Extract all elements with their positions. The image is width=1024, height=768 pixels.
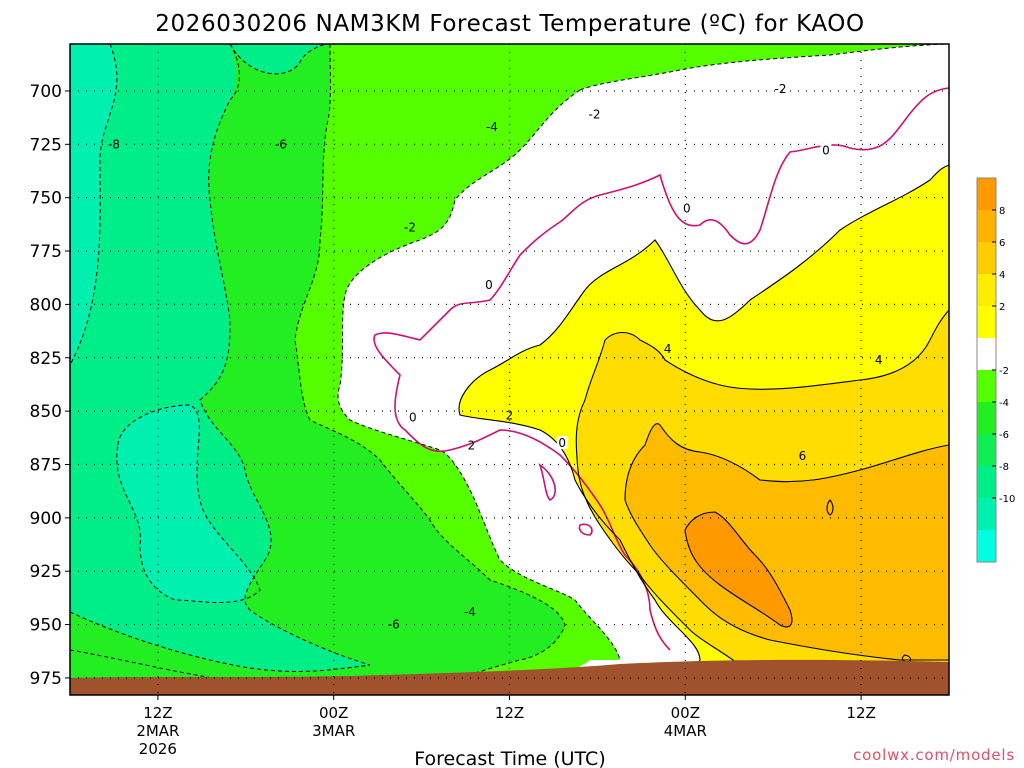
contour-label: 2	[468, 438, 476, 452]
fill-plus-8	[685, 512, 792, 627]
colorbar-swatch	[977, 242, 996, 274]
contour-label: 0	[822, 144, 830, 158]
x-tick-label: 2MAR	[136, 722, 179, 740]
colorbar-tick-label: 6	[999, 238, 1005, 249]
colorbar-swatch	[977, 370, 996, 402]
y-tick-label: 825	[30, 349, 62, 369]
colorbar-tick-label: -2	[999, 366, 1009, 377]
contour-label-bg	[556, 436, 568, 450]
x-tick-label: 12Z	[846, 704, 875, 722]
positive-contours	[458, 164, 949, 695]
x-axis-label: Forecast Time (UTC)	[414, 748, 605, 768]
negative-contours	[70, 44, 949, 695]
y-tick-label: 725	[30, 135, 62, 155]
contour-label: 0	[485, 278, 493, 292]
colorbar-swatch	[977, 210, 996, 242]
colorbar-tick-label: 8	[999, 206, 1005, 217]
colorbar-swatch	[977, 274, 996, 306]
y-tick-label: 775	[30, 242, 62, 262]
y-tick-label: 850	[30, 402, 62, 422]
contour-label: -2	[775, 82, 787, 96]
fill-plus-6	[625, 423, 949, 660]
contour-label: -6	[275, 137, 287, 151]
y-tick-label: 800	[30, 295, 62, 315]
colorbar-tick-label: -4	[999, 398, 1009, 409]
contour-label: 4	[875, 353, 883, 367]
colorbar-swatch	[977, 306, 996, 338]
contour-label: -2	[404, 221, 416, 235]
x-tick-label: 12Z	[495, 704, 524, 722]
contour-label-bg	[681, 201, 693, 215]
contour-label: -6	[388, 618, 400, 632]
temperature-field	[70, 44, 949, 695]
colorbar-tick-label: 4	[999, 270, 1005, 281]
contour-label: 0	[409, 411, 417, 425]
colorbar-swatch	[977, 402, 996, 434]
colorbar: 8 6 4 2 -2 -4 -6 -8 -10	[976, 177, 1015, 563]
y-tick-label: 975	[30, 669, 62, 689]
colorbar-swatch	[977, 178, 996, 210]
y-tick-label: 900	[30, 509, 62, 529]
fill-minus-8-pocket	[116, 405, 261, 603]
x-tick-label: 12Z	[143, 704, 172, 722]
colorbar-swatch	[977, 434, 996, 466]
y-tick-label: 925	[30, 562, 62, 582]
contour-label: -4	[486, 120, 498, 134]
credit-link[interactable]: coolwx.com/models	[853, 746, 1015, 764]
colorbar-swatch	[977, 338, 996, 370]
contour-labels: -8 -6 -2 -4 -2 -2 0 0 0 0 2 2 0 4 4 6 -6 -4	[108, 82, 883, 632]
contour-label: -4	[464, 605, 476, 619]
x-tick-label: 00Z	[671, 704, 700, 722]
y-tick-label: 875	[30, 455, 62, 475]
ground	[70, 659, 949, 695]
chart-title: 2026030206 NAM3KM Forecast Temperature (…	[155, 11, 864, 37]
zero-contour	[373, 87, 949, 651]
contour-label: 0	[558, 436, 566, 450]
y-tick-label: 950	[30, 616, 62, 636]
contour-label: -2	[588, 107, 600, 121]
x-tick-label: 2026	[139, 740, 177, 758]
colorbar-swatch	[977, 530, 996, 562]
contour-label: 2	[506, 408, 514, 422]
contour-label-bg	[820, 143, 832, 157]
contour-label: 4	[664, 342, 672, 356]
x-tick-label: 4MAR	[664, 722, 707, 740]
y-tick-label: 750	[30, 189, 62, 209]
contour-label: -8	[108, 137, 120, 151]
x-tick-label: 00Z	[319, 704, 348, 722]
x-tick-label: 3MAR	[312, 722, 355, 740]
y-tick-label: 700	[30, 82, 62, 102]
colorbar-tick-label: 2	[999, 302, 1005, 313]
colorbar-swatch	[977, 466, 996, 498]
colorbar-swatch	[977, 498, 996, 530]
colorbar-tick-label: -8	[999, 462, 1009, 473]
y-axis: 700 725 750 775 800 825 850 875 900 925 950 975	[30, 82, 70, 689]
colorbar-tick-label: -6	[999, 430, 1009, 441]
colorbar-tick-label: -10	[999, 494, 1015, 505]
contour-label: 0	[683, 201, 691, 215]
contour-label: 6	[799, 449, 807, 463]
contour-label-bg	[407, 410, 419, 424]
contour-label-bg	[483, 278, 495, 292]
